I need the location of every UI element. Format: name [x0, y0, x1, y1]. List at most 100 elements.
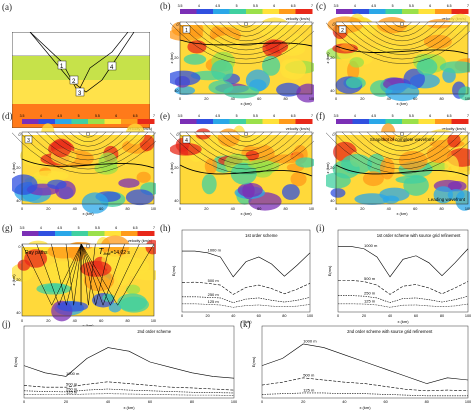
series-label: 1000 m: [66, 371, 80, 376]
x-tick: 0: [335, 207, 337, 211]
z-axis-label: z (km): [12, 274, 16, 286]
x-tick: 100: [151, 319, 156, 323]
label-h: (h): [160, 223, 171, 233]
x-tick: 60: [148, 400, 152, 404]
colorbar-tick: 4.5: [371, 4, 376, 8]
colorbar-tick: 6: [429, 4, 431, 8]
label-c: (c): [316, 1, 326, 11]
colorbar-tick: 7: [467, 4, 469, 8]
snapshot-number: 2: [341, 28, 344, 34]
error-chart-i: 1000 m 500 m 250 m 125 m 1st order scheme wi…: [327, 229, 471, 324]
colorbar-tick: 3.5: [178, 4, 183, 8]
series-label: 125 m: [364, 299, 376, 304]
x-tick: 100: [465, 400, 471, 404]
x-axis-label: x (km): [123, 405, 135, 410]
colorbar-tick: 5.5: [95, 114, 100, 118]
label-k: (k): [240, 319, 251, 329]
label-d: (d): [2, 111, 13, 121]
label-f: (f): [316, 111, 325, 121]
label-a: (a): [2, 2, 12, 12]
label-b: (b): [160, 1, 171, 11]
colorbar-tick: 4.5: [57, 114, 62, 118]
colorbar-tick: 4: [198, 114, 200, 118]
x-tick: 100: [465, 97, 470, 101]
x-tick: 20: [360, 97, 364, 101]
x-tick: 100: [309, 97, 314, 101]
x-tick: 40: [388, 314, 392, 318]
source-marker: [85, 244, 90, 249]
snapshot-number: 3: [27, 138, 30, 144]
colorbar-tick: 4: [354, 4, 356, 8]
colorbar-tick: 7: [311, 4, 313, 8]
colorbar-tick: 5: [392, 4, 394, 8]
z-tick: 0: [176, 23, 178, 27]
x-tick: 40: [231, 314, 235, 318]
x-tick: 80: [282, 314, 286, 318]
colorbar-tick: 7: [311, 114, 313, 118]
series-label: 250 m: [208, 292, 220, 297]
series-label: 500 m: [364, 276, 376, 281]
x-axis-label: x (km): [359, 405, 371, 410]
x-tick: 0: [337, 314, 339, 318]
x-tick: 0: [179, 97, 181, 101]
x-tick: 40: [342, 400, 346, 404]
series-line: [23, 347, 235, 379]
x-tick: 40: [231, 97, 235, 101]
series-line: [261, 343, 469, 384]
z-tick: 20: [174, 56, 178, 60]
x-tick: 40: [387, 97, 391, 101]
colorbar-tick: 6.5: [133, 226, 138, 230]
velocity-panel-b: 3.5 4 4.5 5 5.5 6 6.5 7 velocity (km/s) 0 20 40 60 80…: [170, 4, 314, 106]
z-tick: 0: [18, 245, 20, 249]
z-axis-label: z (km): [326, 52, 330, 64]
x-tick: 80: [283, 207, 287, 211]
y-axis-label: E(ms): [251, 356, 256, 367]
colorbar-tick: 5: [78, 226, 80, 230]
x-tick: 40: [73, 319, 77, 323]
colorbar-tick: 5: [392, 114, 394, 118]
colorbar-tick: 3.5: [334, 114, 339, 118]
colorbar-tick: 6: [115, 226, 117, 230]
colorbar-tick: 7: [467, 114, 469, 118]
x-tick: 0: [179, 207, 181, 211]
colorbar-tick: 5: [236, 4, 238, 8]
colorbar-tick: 3.5: [20, 114, 25, 118]
colorbar-tick: 4: [354, 114, 356, 118]
colorbar-tick: 3.5: [334, 4, 339, 8]
colorbar-tick: 4.5: [371, 114, 376, 118]
series-line: [338, 295, 469, 303]
z-tick: 0: [176, 133, 178, 137]
path-label-2: 2: [72, 79, 76, 85]
error-chart-k: 1000 m 500 m 125 m 2nd order scheme with so…: [251, 325, 471, 410]
x-axis-label: x (km): [396, 211, 408, 216]
x-tick: 40: [106, 400, 110, 404]
x-tick: 20: [64, 400, 68, 404]
chart-title: 1st order scheme with source grid refine…: [377, 233, 462, 238]
x-tick: 0: [21, 207, 23, 211]
z-tick: 20: [16, 166, 20, 170]
x-tick: 20: [46, 319, 50, 323]
x-tick: 20: [46, 207, 50, 211]
z-tick: 0: [332, 23, 334, 27]
z-tick: 0: [18, 133, 20, 137]
x-tick: 80: [440, 314, 444, 318]
snapshot-caption: Snapshot of complete wavefront: [370, 137, 435, 142]
series-line: [182, 303, 311, 308]
series-label: 1000 m: [303, 339, 317, 344]
x-tick: 60: [383, 400, 387, 404]
colorbar-tick: 6: [115, 114, 117, 118]
source-marker: [399, 132, 404, 137]
ray-paths-caption: Ray paths: [25, 250, 48, 256]
z-axis-label: z (km): [326, 162, 330, 174]
colorbar-tick: 6.5: [447, 4, 452, 8]
x-tick: 20: [204, 97, 208, 101]
series-label: 125 m: [303, 387, 315, 392]
x-tick: 20: [360, 207, 364, 211]
colorbar-tick: 7: [153, 226, 155, 230]
series-line: [261, 392, 468, 397]
x-axis-label: x (km): [397, 319, 409, 324]
